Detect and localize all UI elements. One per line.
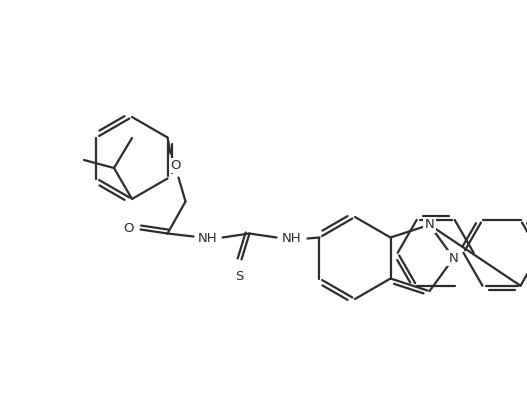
Text: NH: NH — [282, 232, 301, 245]
Text: S: S — [236, 270, 243, 283]
Text: N: N — [425, 218, 434, 231]
Text: NH: NH — [198, 232, 217, 245]
Text: O: O — [170, 159, 181, 172]
Text: O: O — [123, 222, 134, 235]
Text: N: N — [448, 251, 458, 265]
